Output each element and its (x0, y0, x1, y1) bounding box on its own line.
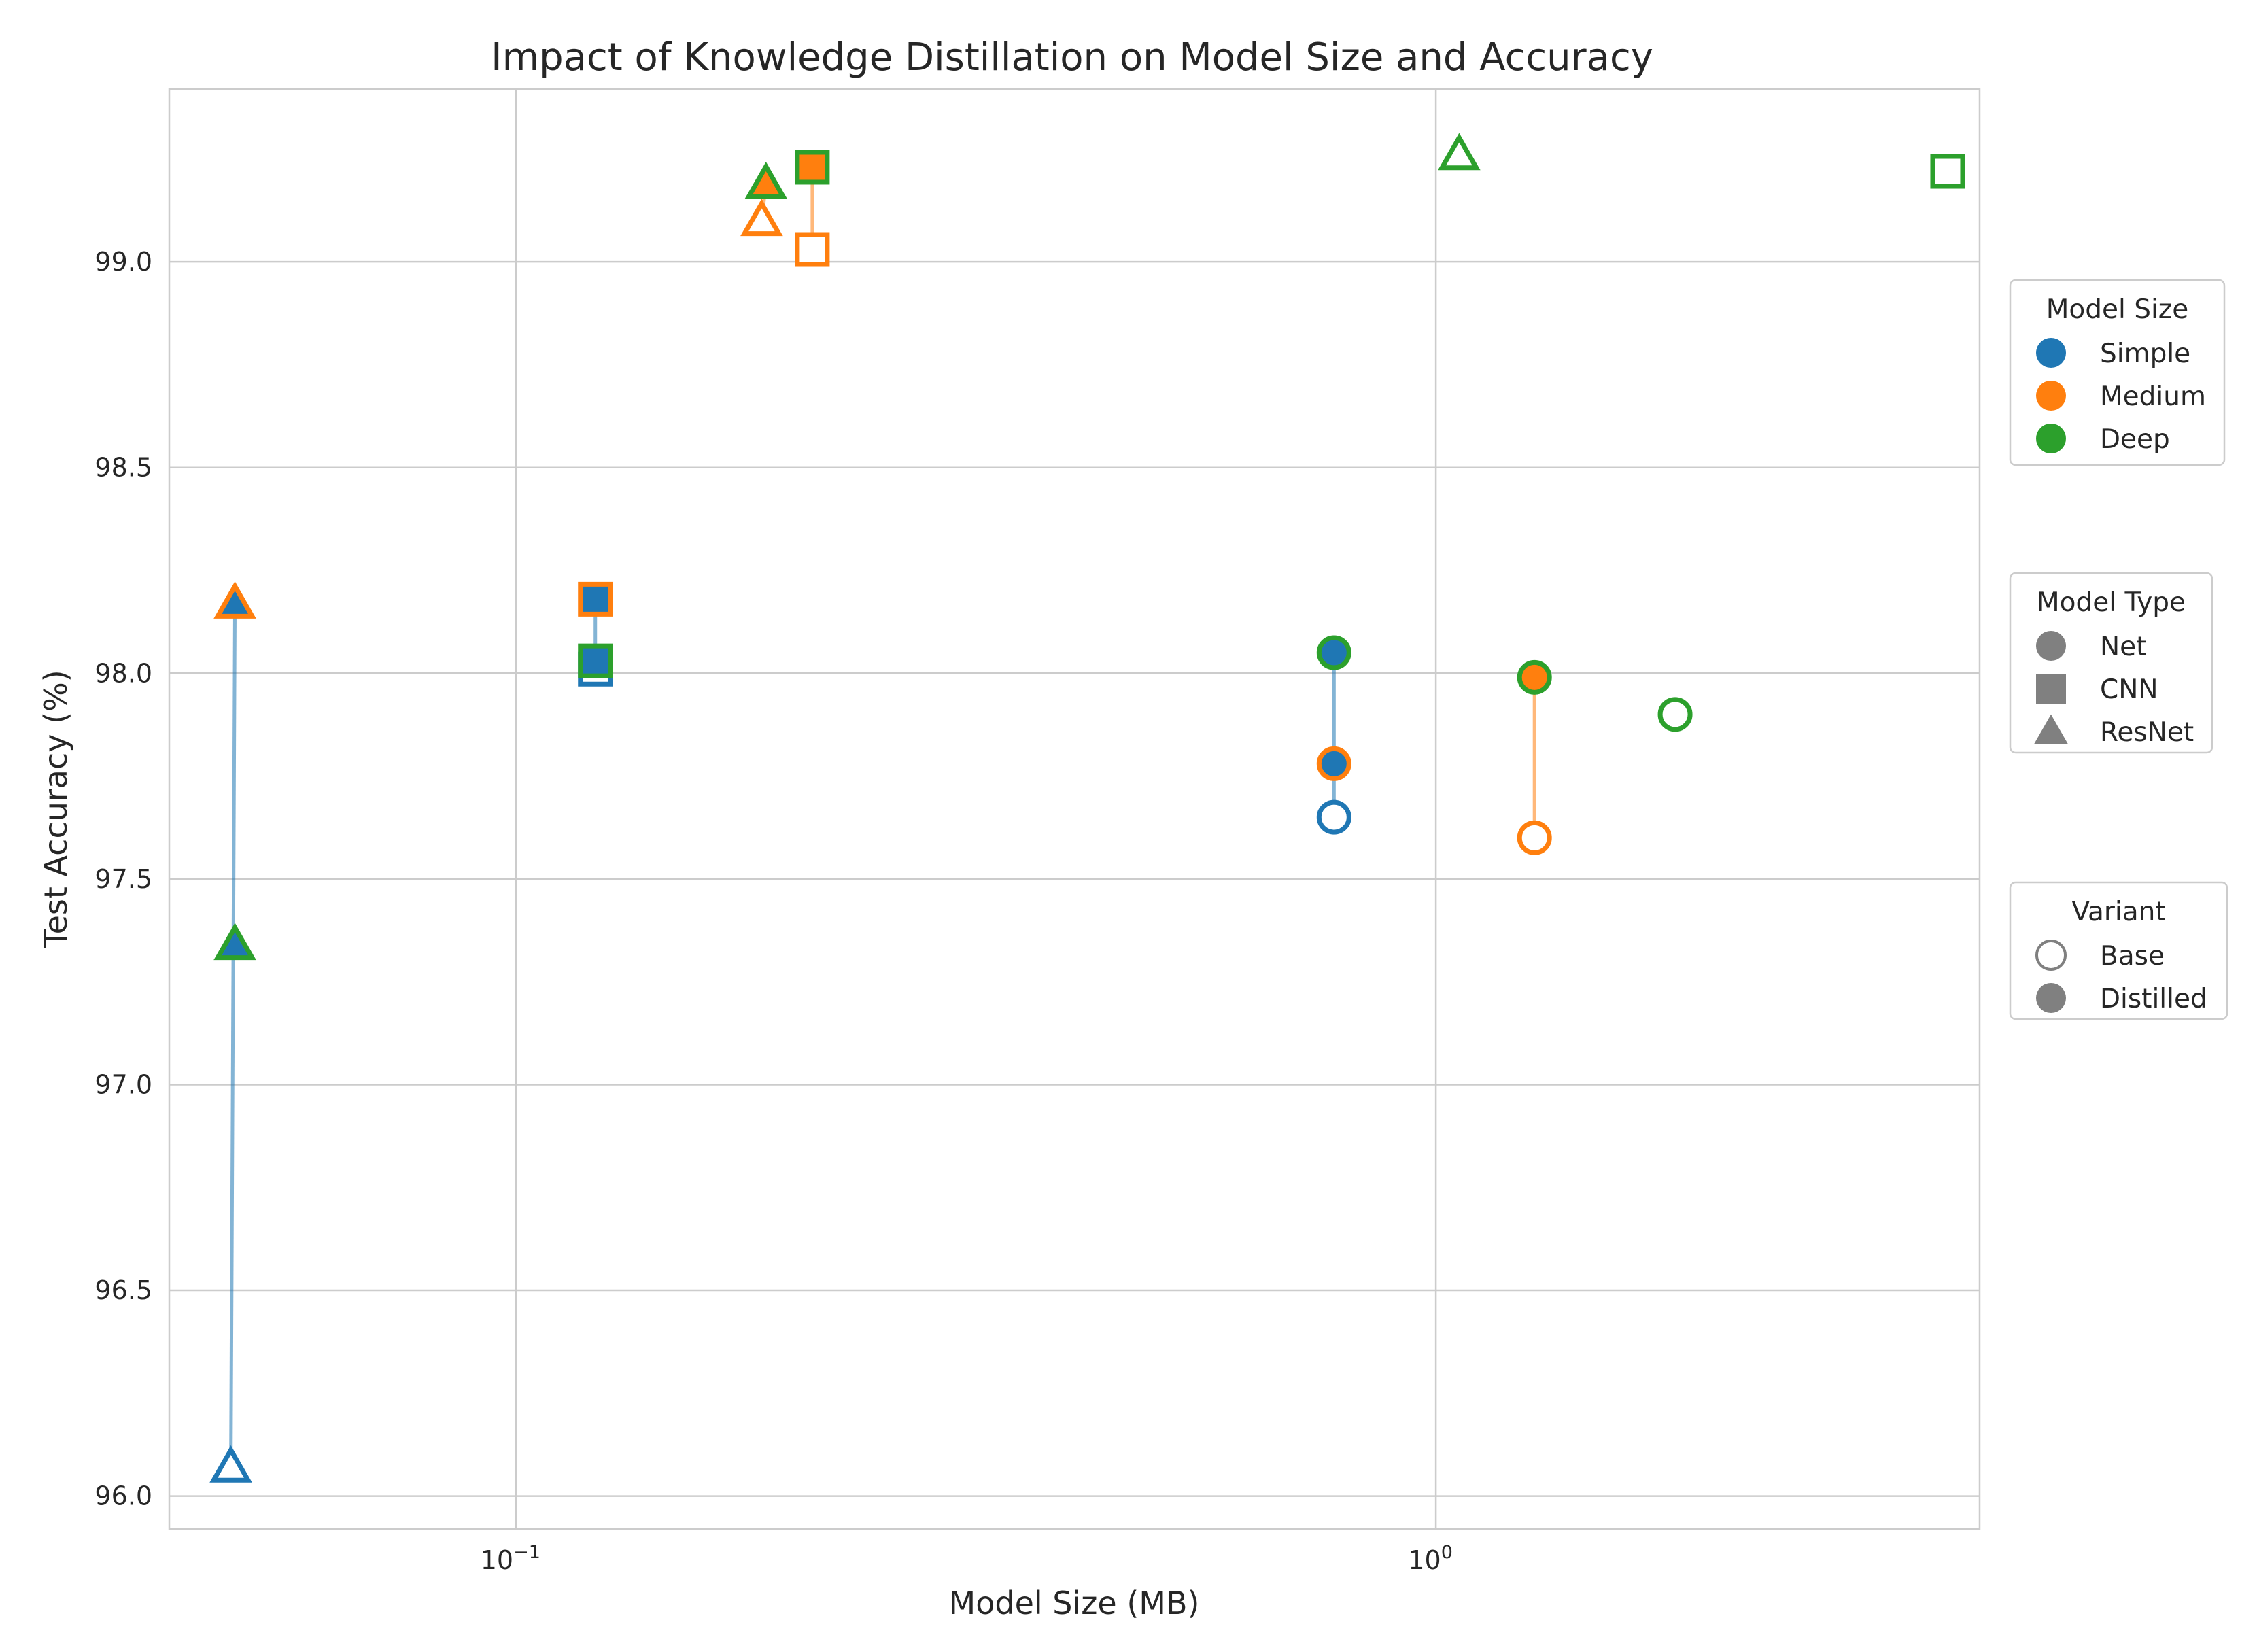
legend-marker-base (2035, 940, 2067, 971)
legend-marker-medium (2036, 381, 2066, 411)
point-medium-resnet-base (740, 199, 783, 237)
point-simple-net-distilled (1316, 635, 1351, 670)
x-tick-label: 100 (1408, 1542, 1453, 1575)
legend-variant: Variant Base Distilled (2009, 881, 2228, 1020)
point-simple-net-base (1316, 799, 1351, 835)
y-tick-label: 97.0 (94, 1069, 152, 1099)
point-simple-resnet-distilled (213, 581, 256, 619)
legend-marker-simple (2036, 338, 2066, 368)
distillation-arrow (1328, 653, 1341, 818)
legend-label-deep: Deep (2100, 424, 2170, 455)
chart-title: Impact of Knowledge Distillation on Mode… (491, 35, 1653, 80)
legend-label-simple: Simple (2100, 339, 2190, 369)
point-deep-resnet-base (1438, 133, 1481, 171)
legend-frame (2009, 279, 2226, 466)
legends: Model Size Simple Medium Deep Model Type Net C… (2009, 279, 2228, 1020)
distillation-arrow (1528, 677, 1541, 838)
y-tick-label: 98.5 (94, 453, 152, 483)
legend-label-net: Net (2100, 632, 2146, 662)
legend-marker-distilled (2036, 983, 2066, 1013)
data-points (209, 133, 1965, 1483)
point-simple-resnet-distilled (213, 923, 256, 961)
point-medium-cnn-distilled (795, 150, 830, 185)
legend-model-type: Model Type Net CNN ResNet (2009, 572, 2213, 754)
legend-label-cnn: CNN (2100, 674, 2158, 705)
y-tick-label: 98.0 (94, 658, 152, 688)
point-medium-resnet-distilled (744, 161, 788, 199)
plot-frame (168, 88, 1981, 1530)
distillation-arrow (228, 603, 241, 1468)
point-simple-resnet-base (209, 1445, 252, 1483)
legend-model-size: Model Size Simple Medium Deep (2009, 279, 2226, 466)
point-medium-net-base (1517, 820, 1552, 855)
point-deep-net-base (1657, 697, 1693, 732)
legend-marker-cnn (2036, 674, 2066, 704)
legend-title: Variant (2071, 897, 2165, 927)
point-simple-net-distilled (1316, 746, 1351, 781)
legend-frame (2009, 881, 2228, 1020)
legend-marker-deep (2036, 424, 2066, 453)
x-tick-labels: 10−1 100 (481, 1542, 1453, 1575)
x-axis-label: Model Size (MB) (949, 1585, 1200, 1621)
y-tick-labels: 96.0 96.5 97.0 97.5 98.0 98.5 99.0 (94, 247, 152, 1511)
y-tick-label: 99.0 (94, 247, 152, 277)
legend-label-base: Base (2100, 941, 2165, 971)
point-simple-cnn-distilled (578, 643, 613, 678)
legend-title: Model Type (2037, 587, 2186, 618)
grid (169, 89, 1980, 1529)
y-axis-label: Test Accuracy (%) (37, 670, 74, 948)
legend-label-medium: Medium (2100, 381, 2206, 412)
legend-title: Model Size (2046, 294, 2189, 325)
legend-marker-net (2036, 631, 2066, 661)
y-tick-label: 97.5 (94, 864, 152, 894)
y-tick-label: 96.5 (94, 1275, 152, 1305)
point-medium-net-distilled (1517, 659, 1552, 695)
arrow-shaft (229, 603, 237, 1468)
legend-frame (2009, 572, 2213, 754)
point-deep-cnn-base (1930, 154, 1965, 189)
point-medium-cnn-base (795, 232, 830, 267)
legend-marker-resnet (2033, 714, 2069, 744)
legend-label-distilled: Distilled (2100, 984, 2207, 1014)
point-simple-cnn-distilled (578, 581, 613, 617)
y-tick-label: 96.0 (94, 1481, 152, 1511)
x-tick-label: 10−1 (481, 1542, 540, 1575)
legend-label-resnet: ResNet (2100, 717, 2194, 748)
